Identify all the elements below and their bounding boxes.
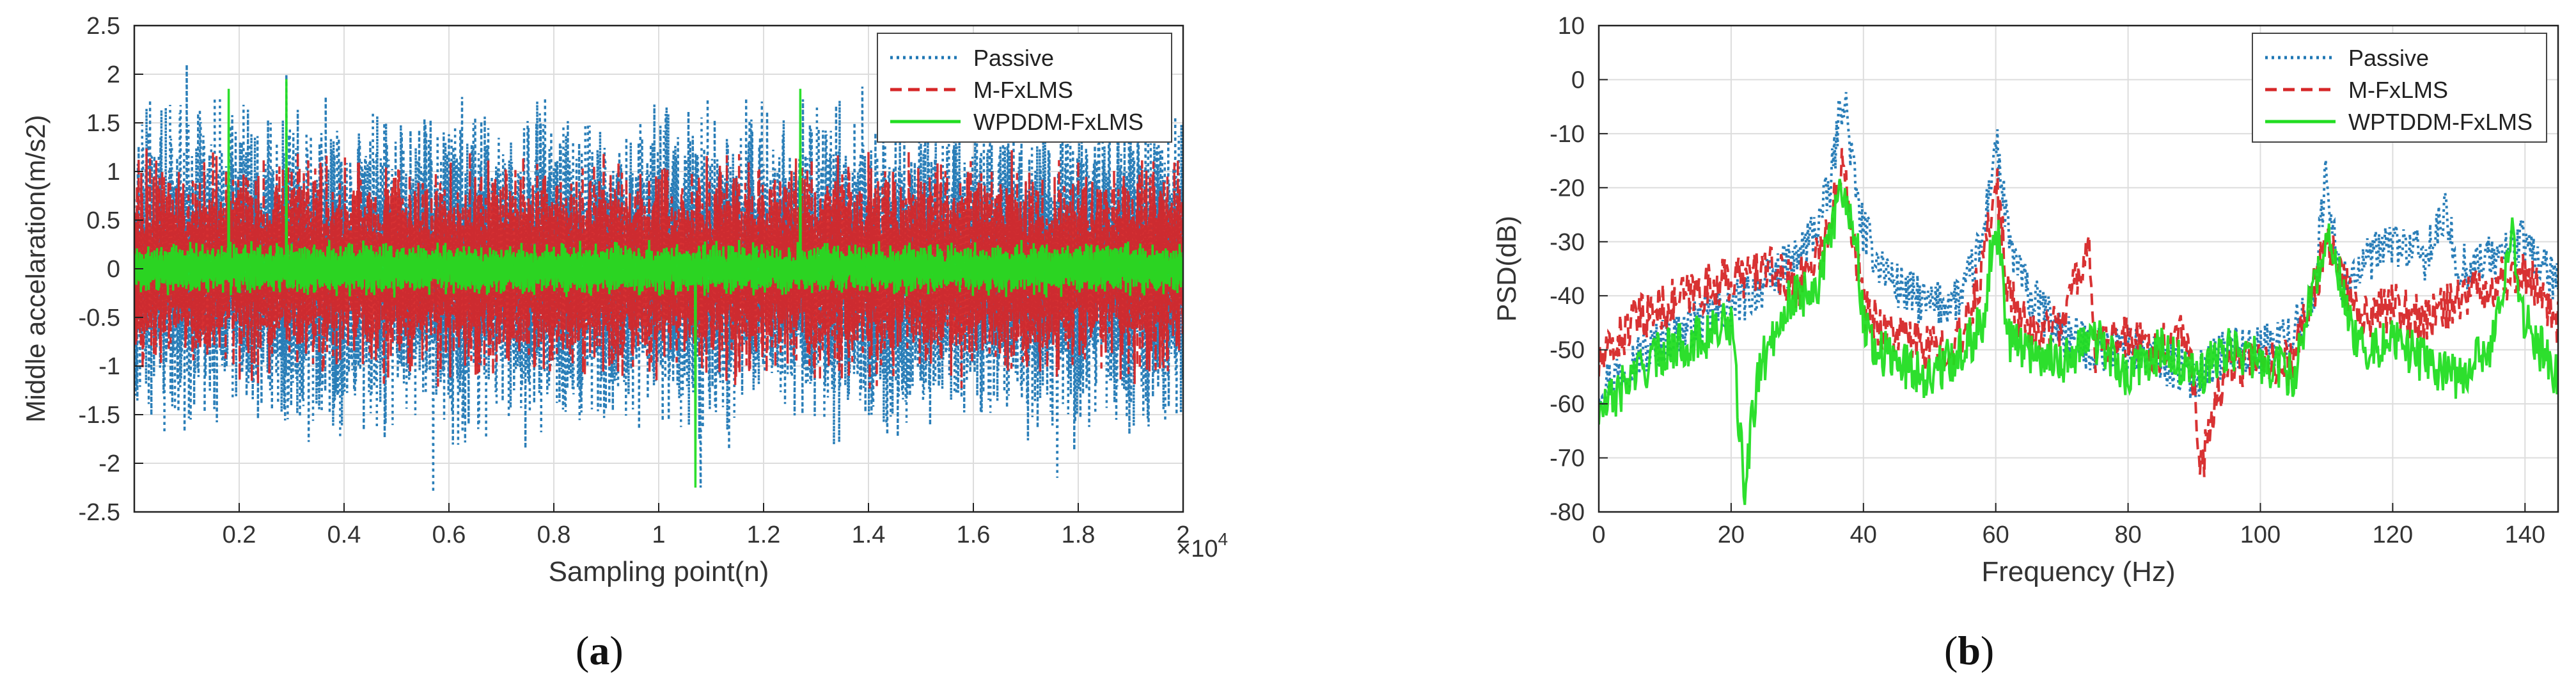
series-line-wptddm-fxlms: [1599, 179, 2558, 506]
x-tick-label: 1.8: [1062, 522, 1096, 548]
y-axis-label: Middle accelaration(m/s2): [20, 115, 51, 423]
y-tick-label: 2: [107, 61, 120, 88]
x-exponent-base: ×10: [1177, 536, 1218, 562]
panel-letter-a: a: [589, 628, 610, 673]
x-tick-label: 0: [1592, 522, 1605, 548]
y-tick-label: -1: [98, 353, 120, 380]
series-group: [134, 64, 1183, 493]
axes-frame: [1598, 24, 2559, 513]
series-line-m-fxlms: [134, 148, 1183, 389]
y-tick-label: -70: [1550, 445, 1585, 472]
legend-entry: Passive: [2348, 45, 2429, 71]
x-tick-label: 0.6: [432, 522, 466, 548]
x-tick-label: 1: [652, 522, 665, 548]
y-tick-label: -0.5: [79, 305, 120, 331]
x-tick-label: 60: [1983, 522, 2009, 548]
y-tick-label: 0: [107, 256, 120, 283]
x-tick-label: 140: [2505, 522, 2545, 548]
panel-caption-a: (a): [576, 628, 624, 673]
y-tick-label: -1.5: [79, 402, 120, 429]
y-tick-label: 1.5: [86, 110, 120, 137]
y-tick-label: -50: [1550, 337, 1585, 364]
y-tick-label: 0.5: [86, 207, 120, 234]
x-axis-label: Sampling point(n): [549, 556, 769, 587]
y-tick-label: 2.5: [86, 13, 120, 40]
x-tick-label: 2: [1176, 522, 1190, 548]
x-tick-label: 40: [1850, 522, 1877, 548]
y-tick-label: -30: [1550, 229, 1585, 256]
x-tick-label: 120: [2373, 522, 2413, 548]
legend-entry: WPDDM-FxLMS: [973, 109, 1143, 135]
series-line-wpddm-fxlms: [134, 79, 1183, 488]
x-axis-label: Frequency (Hz): [1981, 556, 2175, 587]
series-line-passive: [134, 64, 1183, 493]
legend-entry: M-FxLMS: [2348, 77, 2448, 103]
legend: Passive M-FxLMS WPTDDM-FxLMS: [2252, 33, 2547, 143]
y-tick-label: 0: [1571, 67, 1585, 93]
x-tick-label: 80: [2114, 522, 2141, 548]
chart-panel-b: 0 20 40 60 80 100 120 140-80-70-60-50-40-30-20-…: [1491, 13, 2559, 587]
series-group: [1599, 92, 2558, 506]
series-line-passive: [1599, 92, 2558, 408]
y-axis-label: PSD(dB): [1491, 216, 1521, 322]
legend: Passive M-FxLMS WPDDM-FxLMS: [877, 33, 1172, 143]
x-tick-label: 1.4: [852, 522, 886, 548]
chart-panel-a: 0.2 0.4 0.6 0.8 1 1.2 1.4 1.6 1.8 2 -2.5 -2 -1.5 -1 -0…: [20, 13, 1228, 587]
y-tick-label: -2: [98, 450, 120, 477]
panel-caption-b: (b): [1944, 628, 1995, 673]
y-tick-label: -60: [1550, 391, 1585, 418]
y-tick-label: -10: [1550, 121, 1585, 148]
panel-letter-b: b: [1958, 628, 1981, 673]
legend-entry: Passive: [973, 45, 1054, 71]
legend-box: [2252, 33, 2547, 143]
legend-box: [877, 33, 1172, 143]
x-exponent-label: ×104: [1177, 529, 1228, 562]
x-tick-label: 1.2: [747, 522, 781, 548]
x-tick-label: 0.4: [327, 522, 361, 548]
x-tick-label: 0.8: [537, 522, 571, 548]
y-tick-label: 10: [1558, 13, 1585, 40]
y-tick-label: -80: [1550, 499, 1585, 526]
legend-entry: WPTDDM-FxLMS: [2348, 109, 2533, 135]
x-tick-label: 1.6: [957, 522, 991, 548]
series-line-m-fxlms: [1599, 148, 2558, 477]
y-tick-label: -40: [1550, 283, 1585, 310]
x-tick-label: 100: [2240, 522, 2281, 548]
x-exponent-power: 4: [1218, 529, 1228, 549]
x-tick-label: 20: [1718, 522, 1745, 548]
y-tick-label: -2.5: [79, 499, 120, 526]
y-tick-label: -20: [1550, 175, 1585, 202]
legend-entry: M-FxLMS: [973, 77, 1073, 103]
y-tick-label: 1: [107, 159, 120, 186]
x-tick-label: 0.2: [223, 522, 256, 548]
